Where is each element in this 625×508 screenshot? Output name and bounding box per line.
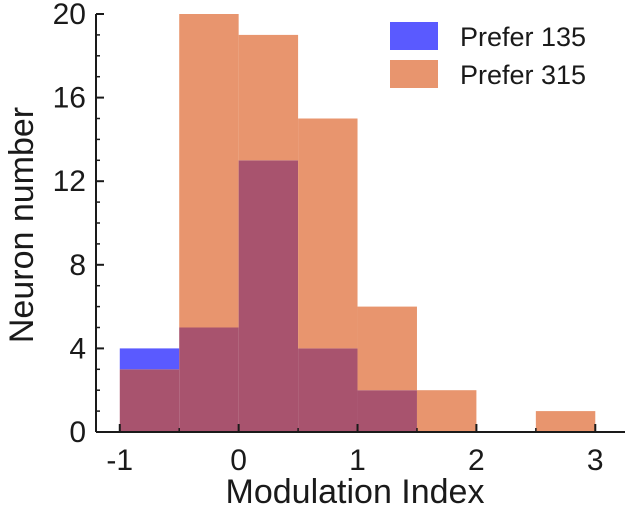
bar-overlap-bin-0 xyxy=(238,160,299,433)
bar-prefer-315-bin-1 xyxy=(357,306,417,391)
y-tick-label-16: 16 xyxy=(53,82,86,115)
bar-prefer-315-bin-m0p5 xyxy=(179,14,239,328)
bar-overlap-bin-m0p5 xyxy=(179,327,239,432)
y-tick-label-20: 20 xyxy=(53,0,86,31)
bar-prefer-315-bin-0 xyxy=(238,34,299,161)
legend-swatch-prefer-315 xyxy=(390,60,438,88)
x-tick-label-1: 1 xyxy=(349,444,366,477)
legend: Prefer 135 Prefer 315 xyxy=(390,22,586,90)
y-tick-label-8: 8 xyxy=(69,249,86,282)
bar-prefer-315-bin-2p5 xyxy=(535,411,596,432)
bar-overlap-bin-m1 xyxy=(119,369,180,432)
x-tick-label-m1: -1 xyxy=(106,444,133,477)
legend-swatch-prefer-135 xyxy=(390,22,438,50)
bars-layer xyxy=(119,14,596,433)
x-axis-title: Modulation Index xyxy=(226,473,485,508)
y-tick-label-12: 12 xyxy=(53,165,86,198)
x-tick-label-3: 3 xyxy=(587,444,604,477)
y-tick-label-0: 0 xyxy=(69,416,86,449)
bar-prefer-135-bin-m1 xyxy=(119,348,180,370)
x-tick-label-0: 0 xyxy=(230,444,247,477)
bar-overlap-bin-0p5 xyxy=(298,348,358,432)
y-axis-title: Neuron number xyxy=(3,107,41,343)
bar-prefer-315-bin-1p5 xyxy=(416,390,477,432)
legend-label-prefer-135: Prefer 135 xyxy=(460,22,586,52)
y-tick-label-4: 4 xyxy=(69,332,86,365)
bar-prefer-315-bin-0p5 xyxy=(298,118,358,349)
x-tick-label-2: 2 xyxy=(468,444,485,477)
bar-overlap-bin-1 xyxy=(357,390,417,432)
legend-label-prefer-315: Prefer 315 xyxy=(460,60,586,90)
